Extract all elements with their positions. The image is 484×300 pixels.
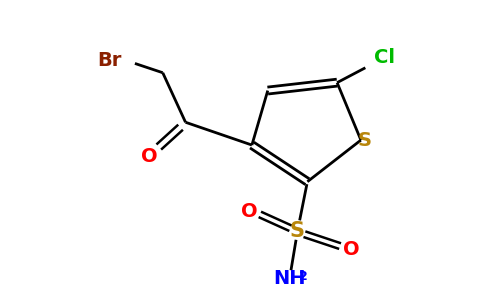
Text: O: O <box>241 202 257 221</box>
Text: NH: NH <box>273 269 306 288</box>
Text: 2: 2 <box>299 270 308 283</box>
Text: Br: Br <box>97 51 121 70</box>
Text: O: O <box>343 240 359 259</box>
Text: Cl: Cl <box>374 48 395 68</box>
Text: O: O <box>140 147 157 167</box>
Text: S: S <box>290 221 305 241</box>
Text: S: S <box>358 130 372 150</box>
